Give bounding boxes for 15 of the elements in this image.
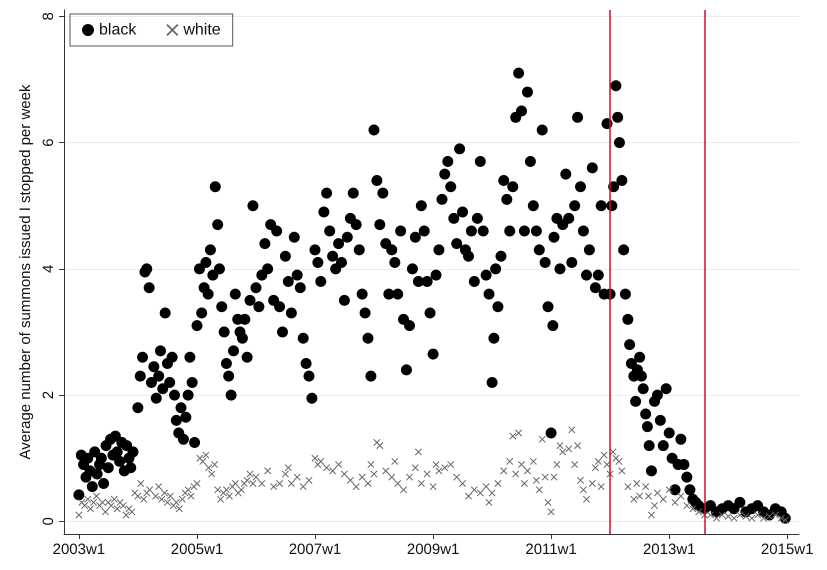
x-tick-label: 2015w1	[760, 541, 814, 558]
x-tick-label: 2005w1	[170, 541, 224, 558]
y-tick-label: 4	[40, 264, 57, 274]
x-tick-label: 2003w1	[52, 541, 106, 558]
x-tick-label: 2007w1	[288, 541, 342, 558]
legend-label: black	[99, 22, 138, 38]
y-tick-label: 2	[40, 390, 57, 400]
legend-label: white	[182, 22, 221, 38]
x-tick-label: 2011w1	[525, 541, 577, 558]
x-tick-label: 2013w1	[642, 541, 696, 558]
y-tick-label: 6	[40, 138, 57, 147]
x-tick-label: 2009w1	[406, 541, 460, 558]
y-axis-title: Average number of summons issued I stopped per week	[17, 84, 34, 460]
y-tick-label: 8	[40, 12, 57, 20]
y-tick-label: 0	[40, 517, 57, 526]
